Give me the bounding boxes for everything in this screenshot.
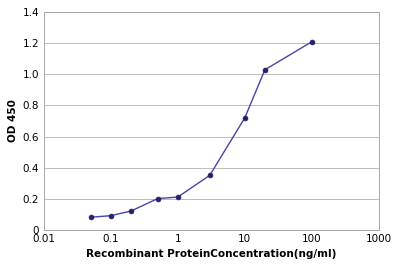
- Y-axis label: OD 450: OD 450: [8, 100, 18, 142]
- X-axis label: Recombinant ProteinConcentration(ng/ml): Recombinant ProteinConcentration(ng/ml): [86, 249, 336, 259]
